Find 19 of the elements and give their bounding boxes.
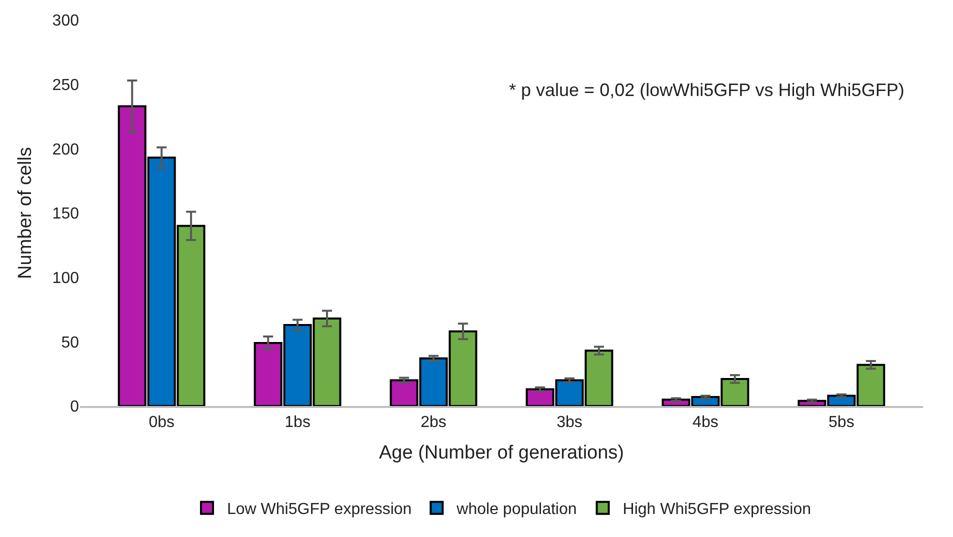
y-tick-label: 100 (52, 270, 80, 287)
x-tick-label: 0bs (148, 414, 174, 432)
y-tick-label: 300 (52, 12, 80, 30)
x-axis-title: Age (Number of generations) (378, 442, 624, 464)
legend-label: Low Whi5GFP expression (227, 501, 412, 518)
y-tick-label: 200 (52, 141, 80, 158)
y-axis-title: Number of cells (15, 147, 36, 279)
x-tick-label: 1bs (284, 414, 310, 432)
y-tick-label: 250 (52, 76, 80, 94)
annotation: * p value = 0,02 (lowWhi5GFP vs High Whi5GFP) (509, 80, 904, 100)
y-tick-label: 0 (70, 398, 80, 416)
x-tick-label: 4bs (692, 414, 718, 432)
y-tick-label: 150 (52, 206, 80, 223)
x-tick-label: 5bs (828, 414, 854, 432)
y-tick-label: 50 (61, 334, 80, 352)
legend-label: whole population (456, 501, 577, 518)
legend-label: High Whi5GFP expression (622, 501, 811, 518)
x-tick-label: 2bs (420, 414, 446, 432)
x-tick-label: 3bs (556, 414, 582, 432)
